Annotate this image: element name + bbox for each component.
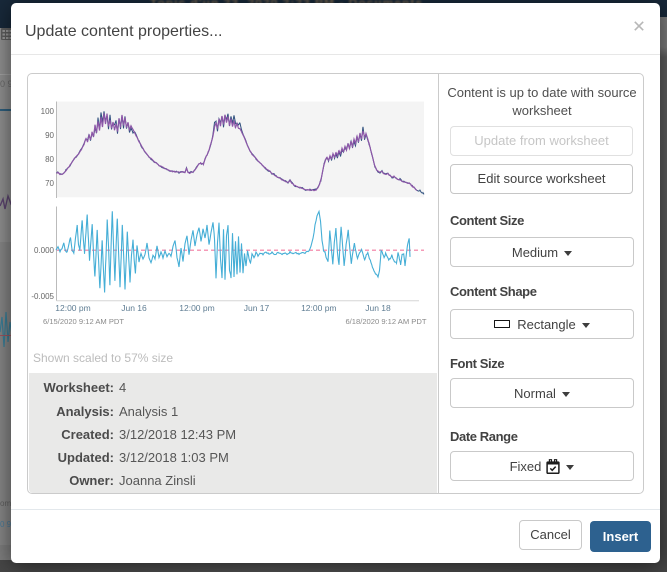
- svg-text:6/18/2020 9:12 AM PDT: 6/18/2020 9:12 AM PDT: [345, 317, 426, 326]
- svg-text:Jun 16: Jun 16: [121, 303, 147, 313]
- svg-text:Jun 18: Jun 18: [365, 303, 391, 313]
- svg-text:80: 80: [45, 155, 54, 164]
- svg-text:-0.005: -0.005: [31, 292, 54, 301]
- svg-text:0 9: 0 9: [0, 79, 13, 89]
- svg-text:0 9: 0 9: [0, 520, 12, 529]
- svg-text:90: 90: [45, 131, 54, 140]
- svg-text:om: om: [0, 499, 11, 508]
- svg-text:0.000: 0.000: [34, 246, 55, 255]
- svg-text:6/15/2020 9:12 AM PDT: 6/15/2020 9:12 AM PDT: [43, 317, 124, 326]
- svg-text:12:00 pm: 12:00 pm: [179, 303, 214, 313]
- svg-text:12:00 pm: 12:00 pm: [301, 303, 336, 313]
- svg-text:100: 100: [41, 107, 55, 116]
- svg-text:Jun 17: Jun 17: [244, 303, 270, 313]
- svg-text:12:00 pm: 12:00 pm: [55, 303, 90, 313]
- svg-text:70: 70: [45, 179, 54, 188]
